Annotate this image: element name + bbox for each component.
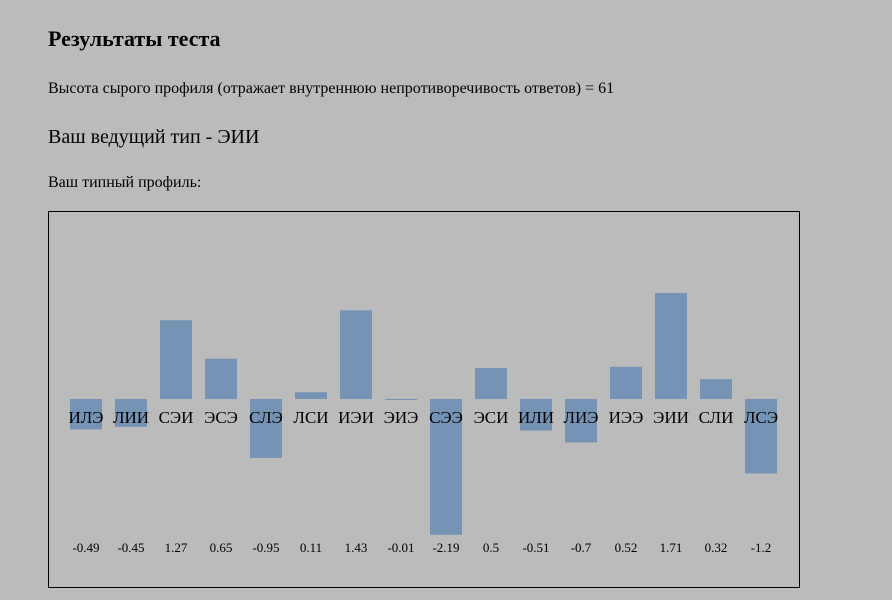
bar	[115, 399, 147, 427]
category-label: СЭИ	[159, 408, 194, 427]
category-label: СЛИ	[699, 408, 734, 427]
bar	[520, 399, 552, 431]
bar	[340, 310, 372, 399]
value-label: 0.52	[615, 540, 638, 555]
bar	[205, 358, 237, 399]
bar	[385, 399, 417, 400]
value-label: -0.01	[387, 540, 414, 555]
value-label: -0.51	[522, 540, 549, 555]
category-label: ЛИИ	[113, 408, 149, 427]
category-label: ИЭИ	[338, 408, 374, 427]
category-label: ЭИЭ	[384, 408, 419, 427]
category-label: СЭЭ	[429, 408, 463, 427]
value-label: -1.2	[751, 540, 772, 555]
value-label: -0.49	[72, 540, 99, 555]
category-label: ЛСИ	[293, 408, 328, 427]
bar	[70, 399, 102, 430]
bar	[655, 292, 687, 399]
category-label: ИЛИ	[518, 408, 554, 427]
value-label: -0.45	[117, 540, 144, 555]
bar	[610, 366, 642, 399]
category-label: СЛЭ	[249, 408, 283, 427]
bar	[700, 379, 732, 399]
category-label: ИЭЭ	[609, 408, 644, 427]
bar	[745, 399, 777, 474]
bar	[430, 399, 462, 535]
bar	[160, 320, 192, 399]
category-label: ИЛЭ	[68, 408, 103, 427]
value-label: 0.65	[210, 540, 233, 555]
chart-frame	[48, 211, 800, 588]
raw-profile: Высота сырого профиля (отражает внутренн…	[48, 80, 615, 97]
value-label: 0.11	[300, 540, 322, 555]
profile-label: Ваш типный профиль:	[48, 174, 202, 191]
bar	[295, 392, 327, 399]
value-label: 1.27	[165, 540, 188, 555]
category-label: ЭСЭ	[204, 408, 238, 427]
bar	[565, 399, 597, 443]
value-label: -0.7	[571, 540, 592, 555]
value-label: -0.95	[252, 540, 279, 555]
category-label: ЭИИ	[653, 408, 689, 427]
leading-type: Ваш ведущий тип - ЭИИ	[48, 126, 260, 148]
heading: Результаты теста	[48, 26, 221, 51]
category-label: ЛИЭ	[563, 408, 598, 427]
value-label: 1.43	[345, 540, 368, 555]
category-label: ЛСЭ	[744, 408, 778, 427]
value-label: 1.71	[660, 540, 683, 555]
value-label: 0.5	[483, 540, 499, 555]
bar	[250, 399, 282, 458]
category-label: ЭСИ	[474, 408, 509, 427]
value-label: 0.32	[705, 540, 728, 555]
value-label: -2.19	[432, 540, 459, 555]
chart: ИЛЭ -0.49 ЛИИ -0.45 СЭИ 1.27 ЭСЭ 0.65 СЛЭ -0.95 ЛС…	[48, 211, 800, 588]
bar	[475, 368, 507, 399]
